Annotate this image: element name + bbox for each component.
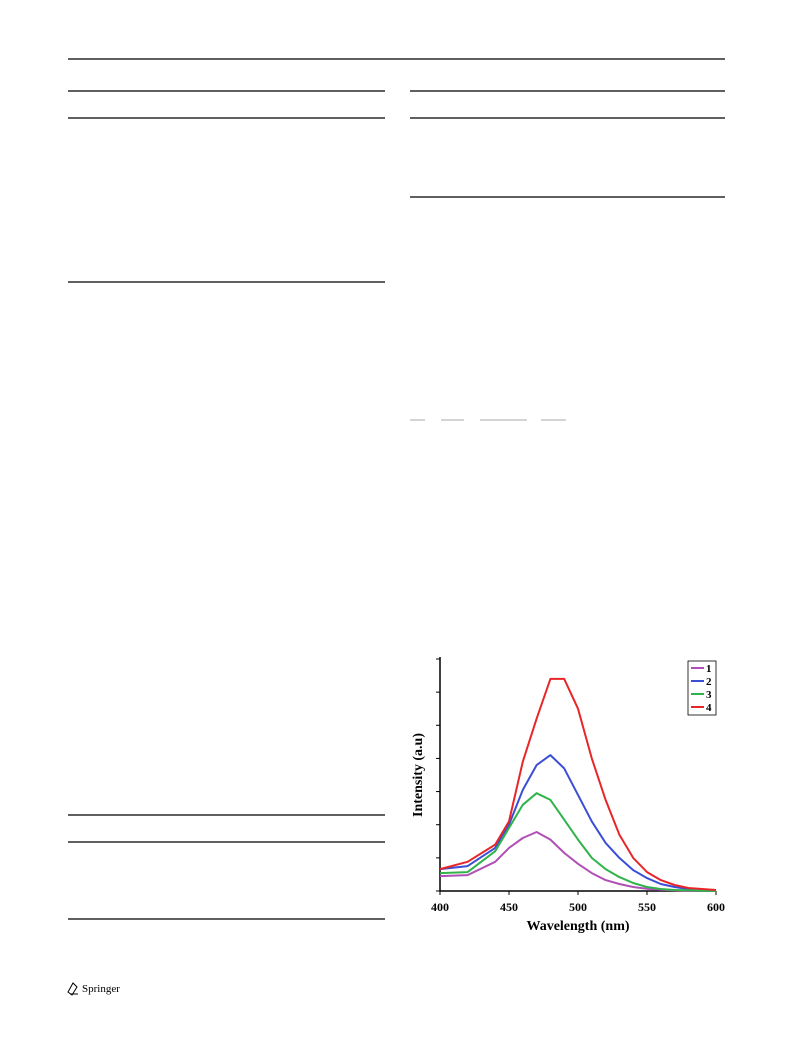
line-series — [439, 792, 717, 892]
layout-rules — [68, 58, 725, 920]
line-series — [439, 677, 717, 891]
footer: Springer — [67, 982, 120, 996]
legend-label: 4 — [706, 702, 712, 714]
x-tick-label: 600 — [707, 900, 725, 914]
legend-label: 3 — [706, 689, 712, 701]
legend-label: 1 — [706, 663, 712, 675]
publisher-logo — [67, 982, 78, 996]
line-series — [439, 754, 717, 892]
legend-label: 2 — [706, 676, 712, 688]
x-tick-label: 550 — [638, 900, 656, 914]
x-tick-label: 500 — [569, 900, 587, 914]
chart: 400 450 500 550 600 Wavelength (nm) Intensity … — [411, 657, 725, 934]
y-axis-label: Intensity (a.u) — [411, 733, 426, 817]
x-tick-label: 400 — [431, 900, 449, 914]
x-axis-label: Wavelength (nm) — [526, 919, 629, 934]
x-tick-label: 450 — [500, 900, 518, 914]
publisher-name: Springer — [82, 983, 120, 995]
